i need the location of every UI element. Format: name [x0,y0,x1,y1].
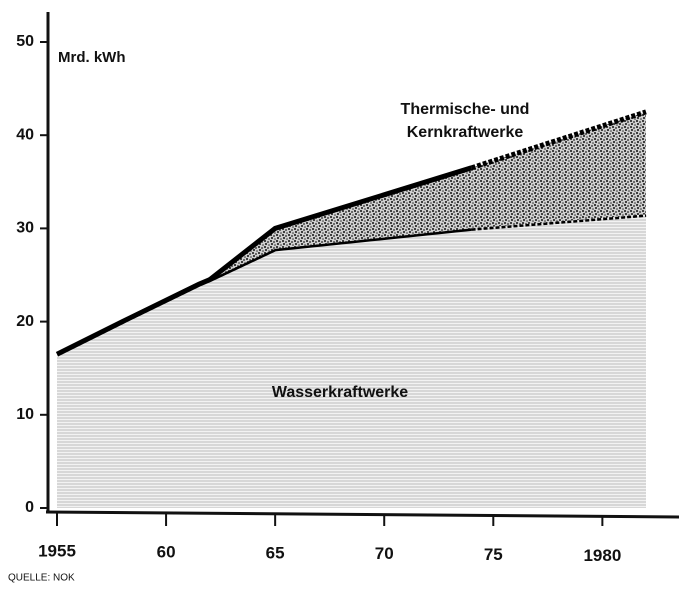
y-tick-label: 50 [16,33,34,50]
y-tick-label: 20 [16,313,34,330]
x-tick-label: 75 [484,545,503,564]
x-tick-label: 1980 [583,546,621,565]
source: QUELLE: NOK [8,573,75,584]
y-tick-label: 0 [25,499,34,516]
x-axis [45,510,679,519]
x-tick-label: 70 [375,544,394,563]
x-tick-label: 65 [266,543,285,562]
area [209,111,646,280]
y-tick-label: 40 [16,126,34,143]
y-axis-label: Mrd. kWh [58,49,126,66]
y-tick-label: 10 [16,406,34,423]
series-label: Thermische- und Kernkraftwerke [400,101,530,141]
x-tick-label: 1955 [38,542,76,561]
series-label: Wasserkraftwerke [271,384,409,401]
y-tick-label: 30 [16,220,34,237]
area [57,214,646,509]
boundary-line [470,109,647,171]
boundary-line [208,165,473,282]
x-tick-label: 60 [157,542,176,561]
